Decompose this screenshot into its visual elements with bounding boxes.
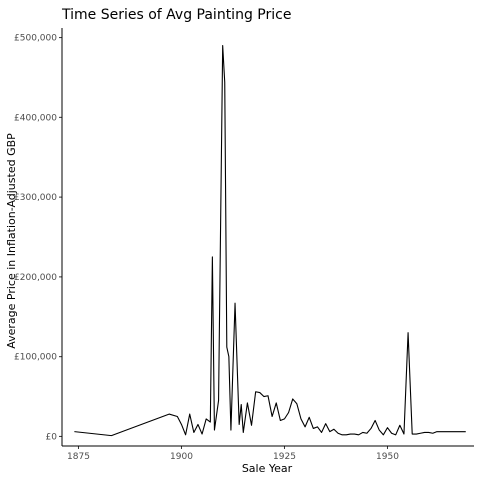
y-axis-ticks: £0 £100,000 £200,000 £300,000 £400,000 £500,0… (14, 34, 62, 442)
y-axis-title: Average Price in Inflation-Adjusted GBP (5, 133, 18, 349)
y-tick-label: £0 (46, 432, 58, 442)
x-tick-label: 1925 (273, 452, 296, 462)
x-tick-label: 1900 (170, 452, 193, 462)
x-tick-label: 1950 (376, 452, 399, 462)
series-line (74, 44, 466, 437)
x-axis-title: Sale Year (242, 462, 293, 475)
series-group (74, 44, 466, 437)
y-tick-label: £400,000 (14, 113, 57, 123)
y-tick-label: £100,000 (14, 353, 57, 363)
y-tick-label: £300,000 (14, 193, 57, 203)
chart-title: Time Series of Avg Painting Price (61, 7, 291, 23)
x-axis-ticks: 1875 1900 1925 1950 (67, 446, 399, 462)
x-tick-label: 1875 (67, 452, 90, 462)
y-tick-label: £500,000 (14, 34, 57, 44)
y-tick-label: £200,000 (14, 273, 57, 283)
